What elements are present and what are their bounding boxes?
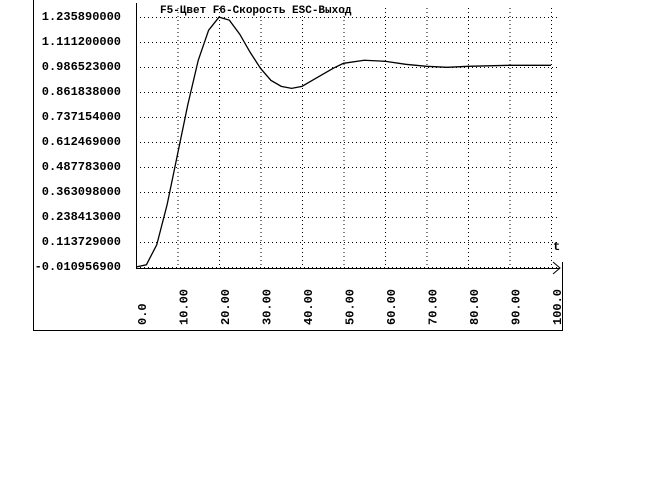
y-tick-label: 1.235890000 [42,10,121,24]
y-tick-label: 0.986523000 [42,60,121,74]
x-tick-label: 20.00 [219,289,233,325]
x-tick-label: 90.00 [510,289,524,325]
x-tick-label: 40.00 [302,289,316,325]
y-tick-label: 0.238413000 [42,210,121,224]
y-tick-label: 1.111200000 [42,35,121,49]
x-tick-label: 0.0 [136,303,150,325]
x-arrow [552,261,561,275]
y-tick-label: 0.363098000 [42,185,121,199]
x-tick-label: 70.00 [427,289,441,325]
x-tick-label: 30.00 [261,289,275,325]
x-axis-label: t [553,240,560,254]
x-tick-label: 80.00 [468,289,482,325]
y-tick-label: 0.487783000 [42,160,121,174]
header: F5-Цвет F6-Скорость ESC-Выход [160,5,352,17]
x-tick-label: 10.00 [178,289,192,325]
y-tick-label: 0.861838000 [42,85,121,99]
x-tick-label: 100.0 [551,289,565,325]
line [135,16,551,268]
x-tick-label: 50.00 [344,289,358,325]
y-tick-label: 0.737154000 [42,110,121,124]
y-tick-label: 0.113729000 [42,235,121,249]
y-tick-label: -0.010956900 [35,260,121,274]
x-tick-label: 60.00 [385,289,399,325]
y-tick-label: 0.612469000 [42,135,121,149]
